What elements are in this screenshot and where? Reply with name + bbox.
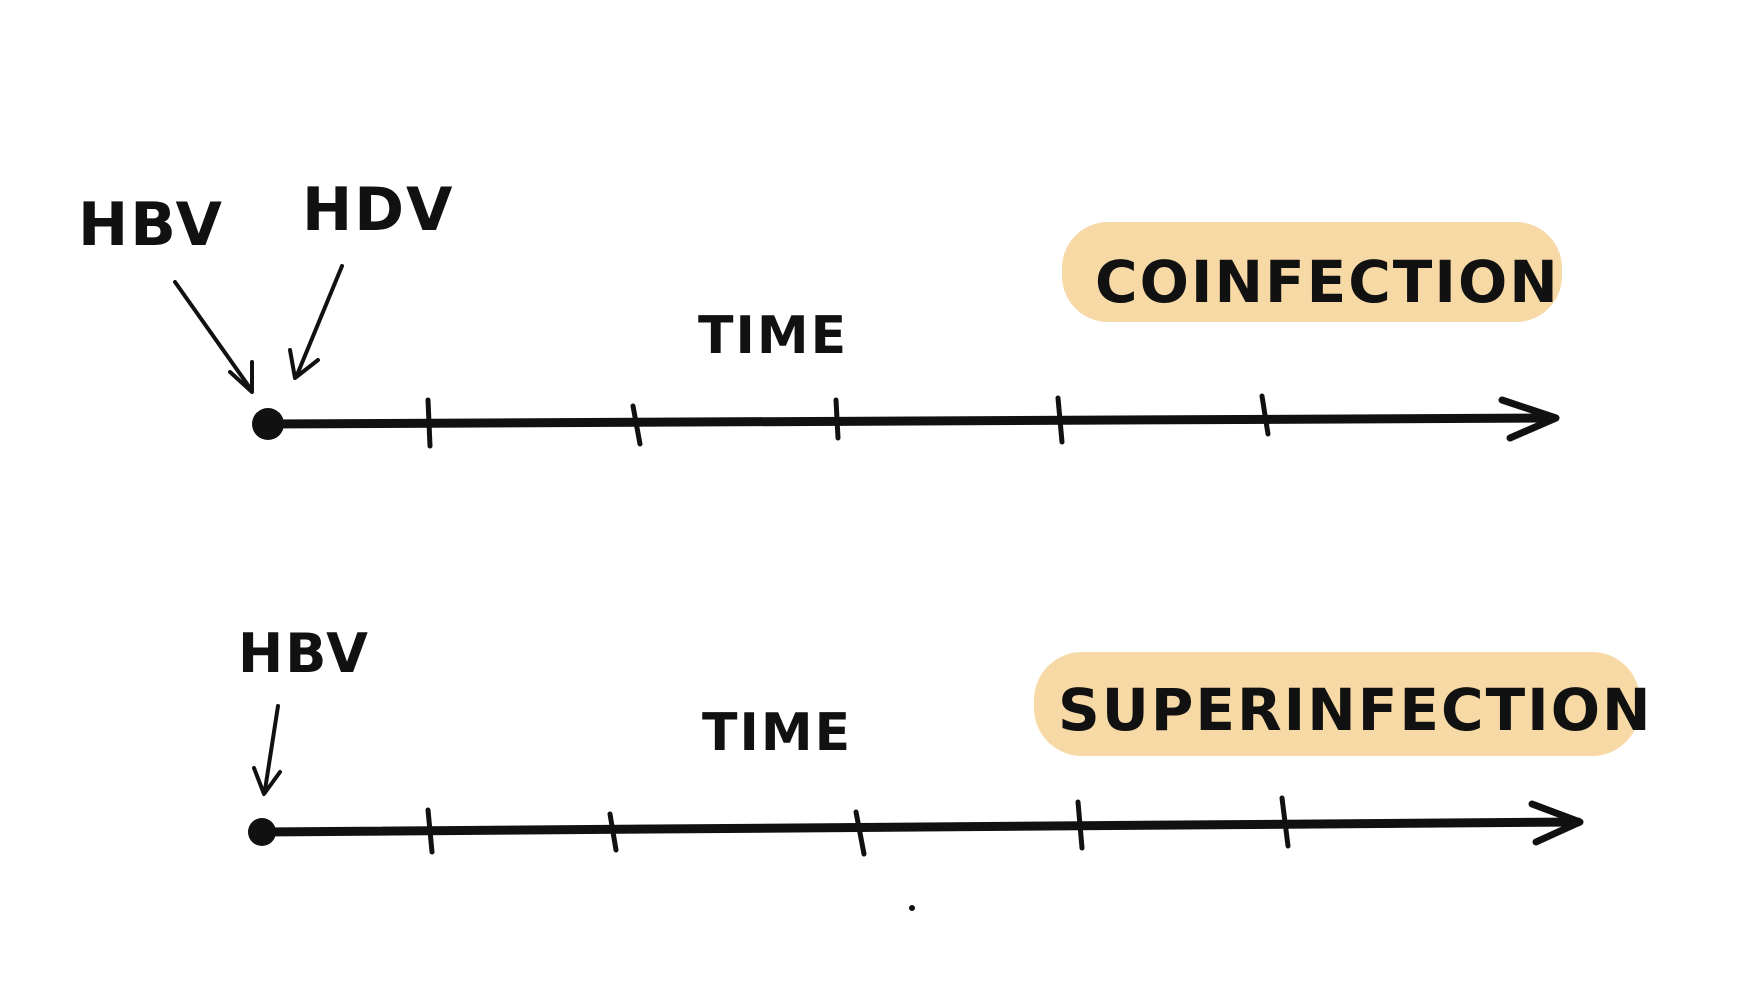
coinfection-axis-arrowhead <box>1498 396 1560 442</box>
coinfection-time-label: TIME <box>698 306 848 366</box>
coinfection-tick <box>630 403 643 447</box>
coinfection-axis-ticks <box>425 393 1271 449</box>
coinfection-tick <box>1055 395 1065 445</box>
superinfection-axis-arrowhead <box>1528 800 1584 846</box>
coinfection-hbv-arrow <box>173 280 254 394</box>
superinfection-hbv-arrow <box>252 704 282 796</box>
superinfection-tick <box>853 809 867 857</box>
superinfection-tick <box>1075 799 1085 851</box>
coinfection-tick <box>1259 393 1271 437</box>
coinfection-panel: COINFECTION HBV HDV TIME <box>78 175 1562 449</box>
superinfection-axis-ticks <box>425 795 1291 857</box>
superinfection-tick <box>425 807 435 855</box>
superinfection-tick <box>1279 795 1291 849</box>
stray-ink-dot <box>909 905 915 911</box>
superinfection-title: SUPERINFECTION <box>1058 676 1653 744</box>
coinfection-title-highlight <box>1062 222 1562 322</box>
superinfection-tick <box>607 811 619 853</box>
coinfection-hbv-label: HBV <box>78 190 224 260</box>
superinfection-hbv-label: HBV <box>238 622 370 685</box>
coinfection-timeline-axis <box>263 413 1557 429</box>
superinfection-time-label: TIME <box>702 703 852 763</box>
superinfection-panel: SUPERINFECTION HBV TIME <box>238 622 1653 911</box>
superinfection-title-highlight <box>1034 652 1640 756</box>
coinfection-hdv-arrow <box>288 264 344 380</box>
coinfection-tick <box>425 397 433 449</box>
superinfection-timeline-axis <box>257 817 1583 837</box>
coinfection-title: COINFECTION <box>1095 248 1560 316</box>
coinfection-tick <box>833 397 841 441</box>
coinfection-hdv-label: HDV <box>302 175 454 245</box>
